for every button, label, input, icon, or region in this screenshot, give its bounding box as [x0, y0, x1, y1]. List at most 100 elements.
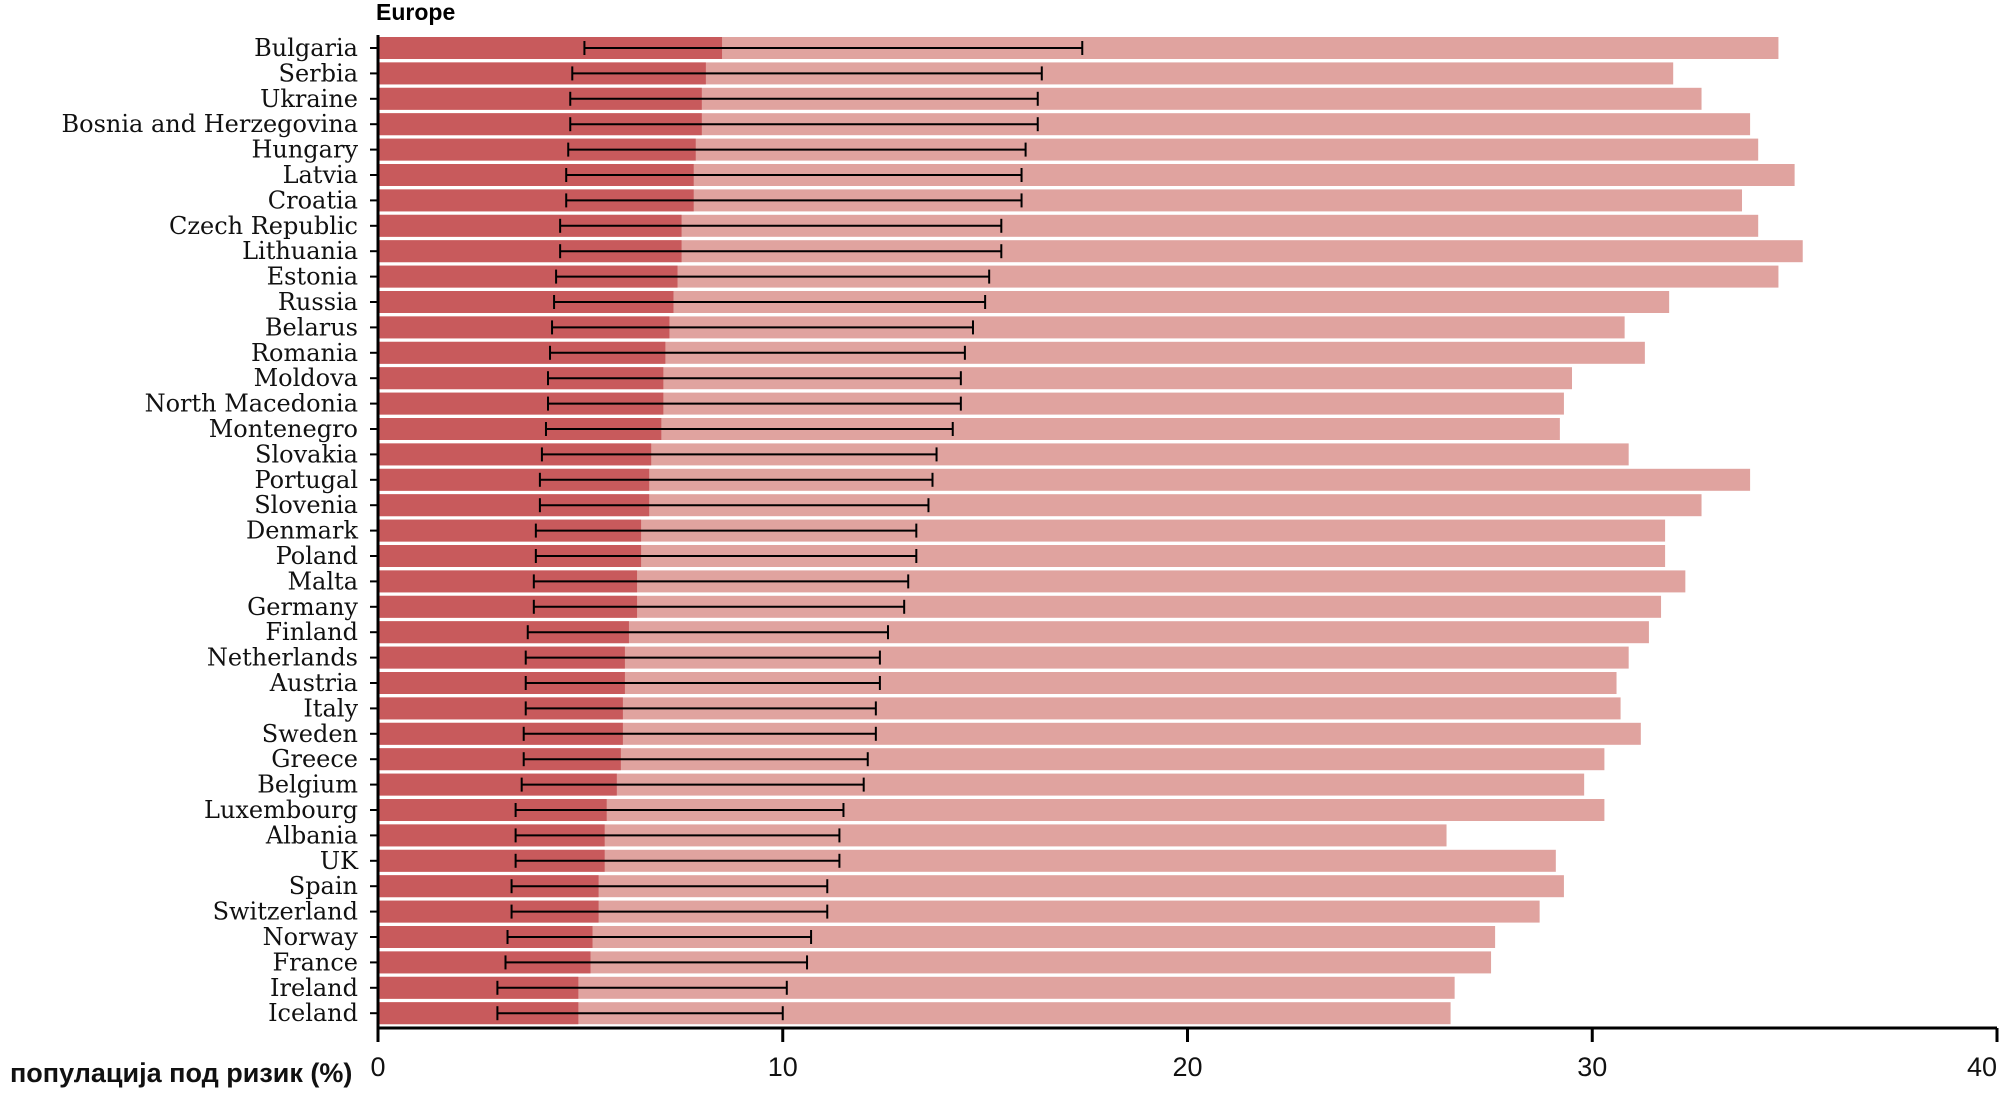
inner-bars: [378, 37, 723, 1025]
country-label: Russia: [278, 288, 358, 316]
inner-bar: [378, 138, 696, 161]
inner-bar: [378, 418, 662, 440]
inner-bar: [378, 722, 623, 745]
inner-bar: [378, 316, 670, 339]
country-label: UK: [320, 847, 359, 875]
country-label: Sweden: [262, 720, 358, 748]
x-tick-label: 20: [1172, 1052, 1202, 1082]
inner-bar: [378, 443, 652, 466]
outer-bar: [378, 367, 1573, 390]
country-label: Norway: [263, 923, 359, 951]
outer-bar: [378, 799, 1605, 821]
outer-bar: [378, 773, 1585, 796]
country-label: Croatia: [268, 186, 358, 214]
inner-bar: [378, 164, 694, 186]
outer-bar: [378, 900, 1540, 923]
inner-bar: [378, 748, 621, 771]
x-tick-label: 30: [1577, 1052, 1607, 1082]
inner-bar: [378, 519, 642, 542]
outer-bar: [378, 265, 1779, 288]
outer-bar: [378, 976, 1455, 999]
outer-bar: [378, 214, 1759, 237]
inner-bar: [378, 976, 579, 999]
inner-bar: [378, 545, 642, 567]
country-label: North Macedonia: [145, 390, 358, 418]
error-bars: [496, 41, 1084, 1021]
country-label: Netherlands: [207, 644, 358, 672]
outer-bar: [378, 824, 1447, 847]
country-label: Austria: [269, 669, 358, 697]
country-label: France: [272, 948, 358, 976]
outer-bar: [378, 468, 1751, 491]
country-label: Latvia: [283, 161, 358, 189]
outer-bar: [378, 519, 1666, 542]
outer-bar: [378, 697, 1621, 720]
country-label: Czech Republic: [169, 212, 358, 240]
country-label: Luxembourg: [204, 796, 358, 824]
country-label: Belgium: [257, 771, 358, 799]
inner-bar: [378, 367, 664, 390]
country-label: Poland: [276, 542, 358, 570]
inner-bar: [378, 341, 666, 364]
country-label: Ukraine: [260, 85, 358, 113]
outer-bar: [378, 164, 1795, 186]
country-label: Germany: [247, 593, 358, 621]
inner-bar: [378, 672, 625, 694]
inner-bar: [378, 392, 664, 415]
outer-bar: [378, 926, 1496, 948]
country-label: Hungary: [251, 136, 358, 164]
outer-bar: [378, 722, 1641, 745]
outer-bar: [378, 595, 1662, 618]
outer-bar: [378, 951, 1492, 974]
inner-bar: [378, 113, 702, 136]
country-label: Switzerland: [213, 898, 358, 926]
outer-bar: [378, 443, 1629, 466]
country-label: Slovakia: [255, 440, 358, 468]
outer-bar: [378, 494, 1702, 517]
inner-bar: [378, 570, 638, 593]
outer-bar: [378, 545, 1666, 567]
inner-bar: [378, 900, 599, 923]
inner-bar: [378, 773, 617, 796]
inner-bar: [378, 646, 625, 669]
country-label: Belarus: [265, 313, 358, 341]
inner-bar: [378, 265, 678, 288]
inner-bar: [378, 849, 605, 872]
inner-bar: [378, 824, 605, 847]
country-label: Iceland: [268, 999, 358, 1027]
inner-bar: [378, 951, 591, 974]
country-label: Spain: [289, 872, 358, 900]
inner-bar: [378, 240, 682, 263]
country-label: Slovenia: [254, 491, 358, 519]
outer-bar: [378, 87, 1702, 110]
inner-bar: [378, 875, 599, 898]
outer-bar: [378, 291, 1670, 313]
country-label: Malta: [287, 567, 358, 595]
chart-title: Europe: [376, 0, 455, 25]
country-label: Romania: [251, 339, 358, 367]
x-axis: 0 10 20 30 40: [370, 1026, 1999, 1082]
inner-bar: [378, 87, 702, 110]
country-label: Estonia: [267, 263, 358, 291]
outer-bar: [378, 341, 1645, 364]
outer-bar: [378, 392, 1564, 415]
country-label: Moldova: [254, 364, 358, 392]
country-label: Serbia: [279, 59, 358, 87]
inner-bar: [378, 62, 706, 85]
x-tick-label: 0: [370, 1052, 385, 1082]
outer-bar: [378, 672, 1617, 694]
outer-bar: [378, 570, 1686, 593]
country-label: Bulgaria: [254, 34, 358, 62]
outer-bar: [378, 189, 1743, 212]
outer-bar: [378, 646, 1629, 669]
x-tick-label: 10: [768, 1052, 798, 1082]
outer-bar: [378, 316, 1625, 339]
country-label: Montenegro: [209, 415, 358, 443]
inner-bar: [378, 189, 694, 212]
x-tick-label: 40: [1967, 1052, 1997, 1082]
country-label: Italy: [303, 694, 358, 722]
outer-bar: [378, 1002, 1451, 1025]
outer-bars: [378, 37, 1803, 1025]
